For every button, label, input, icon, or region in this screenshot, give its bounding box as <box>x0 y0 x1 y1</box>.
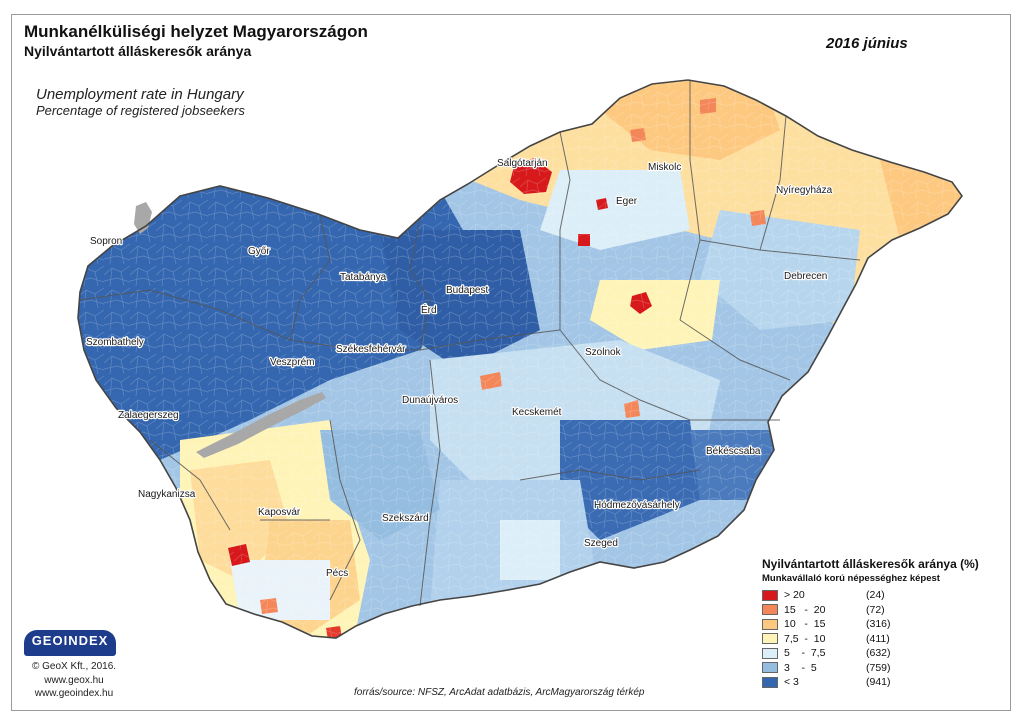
legend-range: < 3 <box>784 676 799 689</box>
legend-range: 10 - 15 <box>784 618 826 631</box>
map-legend: Nyilvántartott álláskeresők aránya (%) M… <box>762 557 1002 690</box>
city-label-tatabanya: Tatabánya <box>340 272 387 283</box>
legend-row: > 20 (24) <box>762 588 1002 603</box>
legend-swatch <box>762 589 778 601</box>
legend-swatch <box>762 662 778 674</box>
website-link-geoindex: www.geoindex.hu <box>34 688 114 699</box>
city-label-zalaegerszeg: Zalaegerszeg <box>118 410 179 421</box>
city-label-veszprem: Veszprém <box>270 357 314 368</box>
legend-swatch <box>762 604 778 616</box>
legend-row: 5 - 7,5 (632) <box>762 646 1002 661</box>
legend-count: (632) <box>866 647 891 660</box>
city-label-dunaujvaros: Dunaújváros <box>402 395 458 406</box>
city-label-pecs: Pécs <box>326 568 348 579</box>
city-label-kecskemet: Kecskemét <box>512 407 562 418</box>
city-label-szeged: Szeged <box>584 538 618 549</box>
city-label-miskolc: Miskolc <box>648 162 681 173</box>
legend-row: 10 - 15 (316) <box>762 617 1002 632</box>
map-title: Munkanélküliségi helyzet Magyarországon <box>24 22 368 41</box>
legend-count: (941) <box>866 676 891 689</box>
city-label-nagykanizsa: Nagykanizsa <box>138 489 196 500</box>
city-label-nyiregyhaza: Nyíregyháza <box>776 185 833 196</box>
map-title-english: Unemployment rate in Hungary <box>36 86 244 103</box>
city-label-debrecen: Debrecen <box>784 271 827 282</box>
legend-range: 15 - 20 <box>784 603 826 616</box>
legend-range: > 20 <box>784 589 805 602</box>
lake-ferto <box>134 202 152 234</box>
map-subtitle-english: Percentage of registered jobseekers <box>36 103 245 118</box>
logo-wordmark: GEOINDEX <box>31 633 109 648</box>
legend-range: 7,5 - 10 <box>784 632 826 645</box>
credits: © GeoX Kft., 2016. www.geox.hu www.geoin… <box>24 660 124 701</box>
city-label-erd: Érd <box>421 303 437 316</box>
city-label-gyor: Győr <box>248 246 270 257</box>
legend-count: (759) <box>866 661 891 674</box>
map-date: 2016 június <box>826 35 908 52</box>
legend-classes: > 20 (24) 15 - 20 (72) 10 - 15 (316) 7,5 - 10 (… <box>762 588 1002 690</box>
legend-row: < 3 (941) <box>762 675 1002 690</box>
city-label-szekszard: Szekszárd <box>382 513 429 524</box>
legend-swatch <box>762 633 778 645</box>
legend-range: 3 - 5 <box>784 661 817 674</box>
legend-count: (411) <box>866 632 890 645</box>
website-link-geox: www.geox.hu <box>44 674 104 686</box>
city-label-kaposvar: Kaposvár <box>258 507 301 518</box>
legend-row: 7,5 - 10 (411) <box>762 632 1002 647</box>
county-boundaries <box>79 80 861 607</box>
map-subtitle: Nyilvántartott álláskeresők aránya <box>24 43 252 59</box>
city-label-szolnok: Szolnok <box>585 347 622 358</box>
legend-swatch <box>762 618 778 630</box>
data-source-note: forrás/source: NFSZ, ArcAdat adatbázis, … <box>354 687 645 698</box>
copyright-text: © GeoX Kft., 2016. <box>31 661 117 672</box>
city-labels: Salgótarján Miskolc Nyíregyháza Eger Deb… <box>85 157 834 580</box>
city-label-sopron: Sopron <box>90 236 122 247</box>
city-label-budapest: Budapest <box>446 285 488 296</box>
legend-row: 3 - 5 (759) <box>762 661 1002 676</box>
lake-balaton <box>196 392 326 458</box>
city-label-szombathely: Szombathely <box>86 337 144 348</box>
city-label-szekesfehervar: Székesfehérvár <box>336 344 406 355</box>
legend-count: (72) <box>866 603 885 616</box>
city-label-eger: Eger <box>616 196 638 207</box>
legend-subtitle: Munkavállaló korú népességhez képest <box>762 573 940 584</box>
legend-count: (24) <box>866 589 885 602</box>
legend-swatch <box>762 647 778 659</box>
legend-range: 5 - 7,5 <box>784 647 826 660</box>
city-label-salgotarjan: Salgótarján <box>497 158 548 169</box>
city-label-bekescsaba: Békéscsaba <box>706 446 761 457</box>
geoindex-logo: GEOINDEX <box>24 630 116 656</box>
legend-swatch <box>762 676 778 688</box>
legend-row: 15 - 20 (72) <box>762 603 1002 618</box>
legend-count: (316) <box>866 618 891 631</box>
city-label-hodmezovasarhely: Hódmezővásárhely <box>594 500 680 511</box>
legend-title: Nyilvántartott álláskeresők aránya (%) <box>762 557 979 571</box>
